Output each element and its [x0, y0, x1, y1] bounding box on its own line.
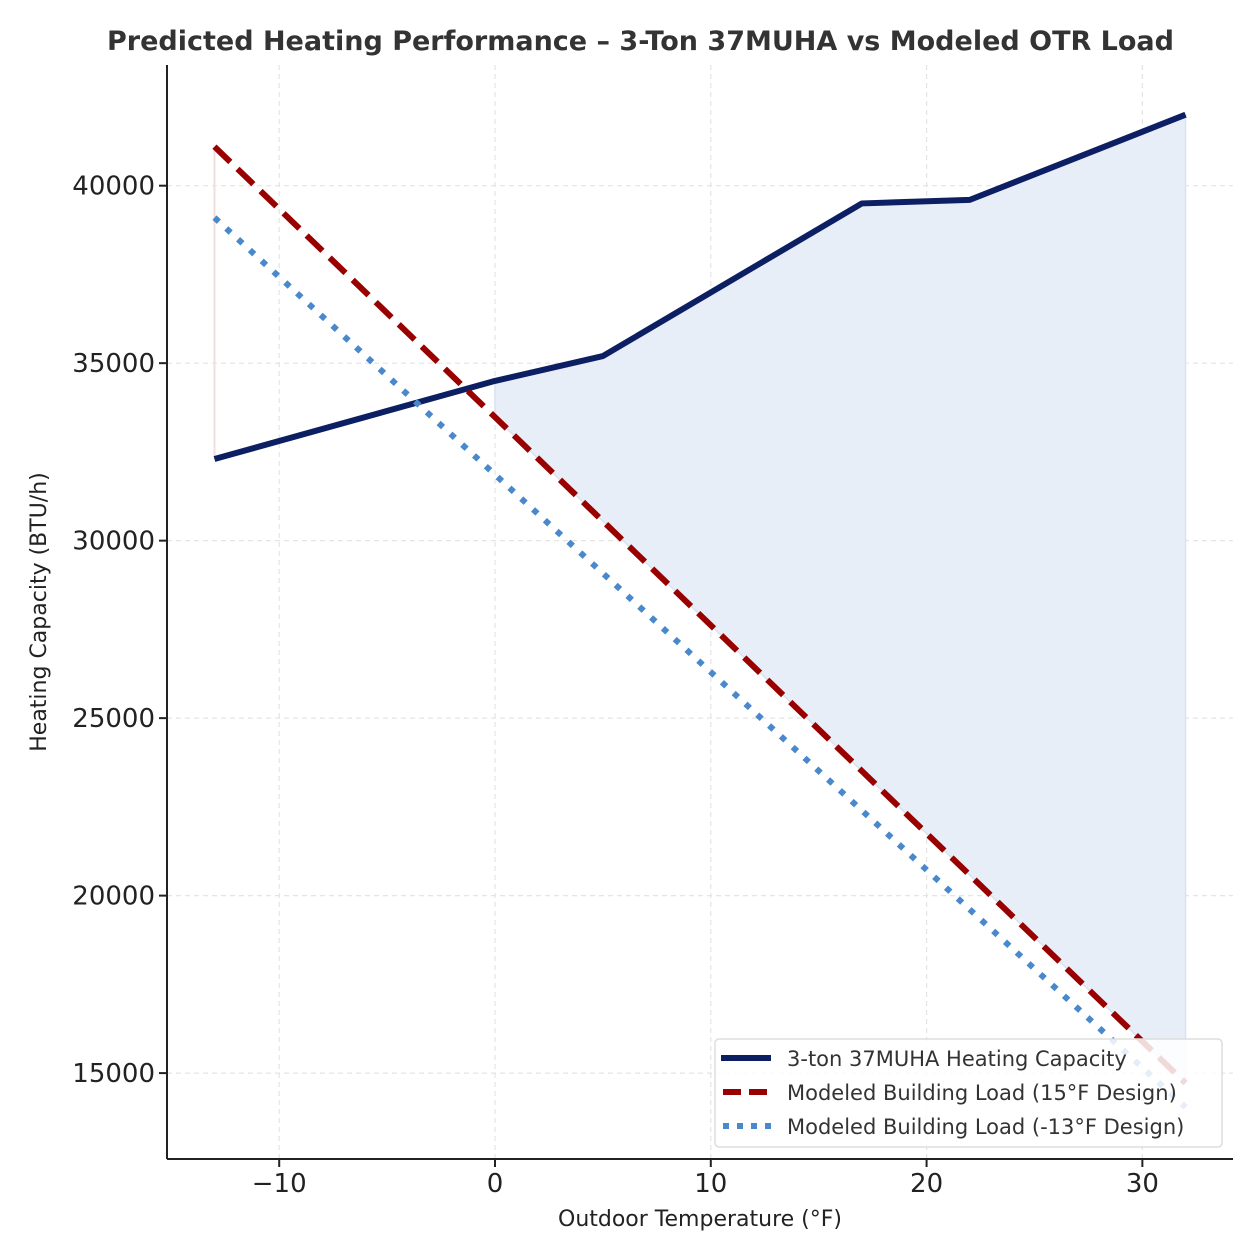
- series-lines: [212, 111, 1188, 1110]
- y-axis-label: Heating Capacity (BTU/h): [27, 472, 52, 752]
- legend-label-load-15: Modeled Building Load (15°F Design): [787, 1081, 1177, 1105]
- legend: 3-ton 37MUHA Heating Capacity Modeled Bu…: [714, 1038, 1223, 1148]
- legend-frame: [714, 1038, 1223, 1148]
- y-tick-label: 20000: [72, 882, 155, 912]
- x-tick-label: 30: [1126, 1169, 1159, 1199]
- chart-title: Predicted Heating Performance – 3-Ton 37…: [107, 26, 1174, 57]
- y-tick-label: 40000: [72, 172, 155, 202]
- axes: −10 0 10 20 30 15000 20000 25000 30000 35000 40000: [72, 65, 1233, 1199]
- y-tick-label: 25000: [72, 704, 155, 734]
- capacity-line: [213, 111, 1187, 462]
- x-tick-label: 0: [487, 1169, 504, 1199]
- legend-label-load-neg13: Modeled Building Load (-13°F Design): [787, 1115, 1184, 1139]
- y-tick-label: 15000: [72, 1059, 155, 1089]
- x-tick-label: −10: [252, 1169, 307, 1199]
- surplus-fill-area: [494, 113, 1187, 1085]
- y-tick-label: 30000: [72, 527, 155, 557]
- legend-label-capacity: 3-ton 37MUHA Heating Capacity: [787, 1047, 1127, 1071]
- x-axis-label: Outdoor Temperature (°F): [558, 1207, 842, 1232]
- load-neg13f-line: [212, 215, 1188, 1110]
- y-tick-label: 35000: [72, 349, 155, 379]
- fills: [213, 113, 1187, 1085]
- x-tick-label: 10: [694, 1169, 727, 1199]
- x-tick-label: 20: [910, 1169, 943, 1199]
- load-15f-line: [212, 144, 1188, 1086]
